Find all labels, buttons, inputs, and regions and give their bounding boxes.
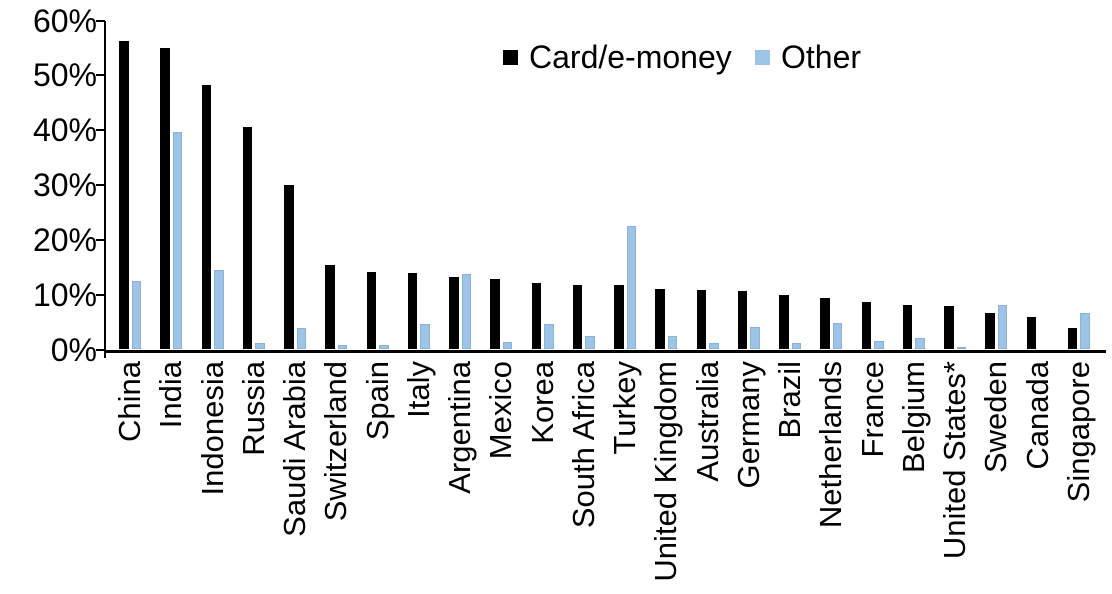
y-axis-tick	[96, 293, 105, 296]
y-axis-tick	[96, 19, 105, 22]
x-axis-line	[104, 349, 1106, 353]
x-axis-category-label: United Kingdom	[648, 361, 684, 582]
legend-swatch-other	[755, 49, 770, 65]
bar-card-e-money	[490, 278, 500, 350]
y-axis-tick-label: 0%	[50, 331, 97, 368]
bar-card-e-money	[985, 313, 995, 350]
bar-other	[214, 269, 224, 350]
bar-other	[296, 327, 307, 350]
y-axis-tick-label: 60%	[32, 2, 97, 39]
y-axis-tick	[96, 74, 105, 77]
x-axis-category-label: Korea	[524, 361, 560, 444]
x-axis-category-label: France	[854, 361, 890, 458]
bar-other	[420, 324, 430, 350]
y-axis-tick-label: 50%	[32, 57, 97, 94]
x-axis-category-label: Switzerland	[318, 361, 354, 522]
y-axis-tick	[96, 184, 105, 186]
bar-other	[337, 344, 348, 350]
y-axis-tick-label: 30%	[32, 167, 97, 203]
bar-other	[172, 131, 183, 350]
x-axis-category-label: China	[112, 361, 147, 442]
y-axis-tick	[96, 348, 105, 351]
legend-item-other: Other	[755, 38, 862, 75]
x-axis-category-label: Italy	[400, 361, 436, 418]
chart-legend: Card/e-money Other	[0, 38, 1112, 75]
x-axis-category-label: Singapore	[1060, 361, 1096, 503]
legend-label-other: Other	[781, 38, 862, 75]
bar-card-e-money	[119, 41, 129, 350]
y-axis-tick-label: 40%	[32, 112, 97, 149]
legend-item-card-e-money: Card/e-money	[503, 38, 732, 75]
bar-other	[956, 347, 967, 350]
x-axis-category-label: Canada	[1019, 361, 1055, 470]
bar-card-e-money	[902, 304, 913, 350]
x-axis-category-label: Saudi Arabia	[277, 361, 313, 537]
x-axis-category-label: Russia	[235, 361, 271, 456]
legend-label-card-e-money: Card/e-money	[529, 38, 732, 75]
bar-card-e-money	[325, 264, 335, 350]
bar-other	[997, 305, 1008, 350]
y-axis-tick	[96, 238, 105, 241]
x-axis-category-label: United States*	[937, 361, 973, 560]
y-axis-tick	[96, 129, 105, 132]
bar-other	[379, 344, 389, 350]
bar-card-e-money	[531, 282, 542, 350]
bar-card-e-money	[820, 297, 830, 350]
bar-other	[502, 341, 513, 350]
bar-card-e-money	[696, 290, 707, 350]
bar-other	[131, 280, 141, 350]
x-axis-category-label: Argentina	[442, 361, 478, 494]
x-axis-category-label: Turkey	[607, 361, 643, 455]
bar-card-e-money	[655, 289, 665, 350]
x-axis-category-label: Brazil	[772, 361, 808, 439]
bar-other	[915, 337, 925, 350]
bar-card-e-money	[572, 285, 583, 350]
x-axis-category-label: Mexico	[483, 361, 519, 460]
bar-card-e-money	[449, 276, 459, 350]
bar-card-e-money	[737, 291, 748, 350]
bar-other	[709, 343, 719, 350]
bar-card-e-money	[779, 294, 789, 350]
bar-card-e-money	[1026, 316, 1037, 350]
bar-other	[585, 335, 595, 350]
x-axis-category-label: South Africa	[565, 361, 601, 529]
bar-other	[1080, 312, 1090, 350]
bar-other	[544, 324, 554, 350]
bar-card-e-money	[160, 47, 170, 350]
bar-other	[255, 342, 265, 350]
legend-swatch-card-e-money	[503, 49, 518, 65]
x-axis-category-label: Germany	[730, 361, 766, 489]
y-axis-line	[104, 20, 106, 358]
bar-card-e-money	[407, 272, 418, 350]
bar-card-e-money	[242, 127, 253, 350]
bar-other	[791, 342, 802, 350]
bar-card-e-money	[284, 185, 294, 350]
y-axis-tick-label: 20%	[32, 221, 97, 258]
x-axis-category-label: Australia	[689, 361, 725, 482]
bar-card-e-money	[1067, 328, 1078, 350]
bar-card-e-money	[201, 85, 212, 350]
bar-other	[626, 225, 637, 350]
bar-card-e-money	[366, 271, 377, 350]
bar-card-e-money	[861, 301, 872, 350]
bar-card-e-money	[614, 285, 624, 350]
x-axis-category-label: India	[153, 361, 189, 429]
x-axis-category-label: Spain	[359, 361, 395, 441]
bar-other	[461, 273, 472, 350]
x-axis-category-label: Netherlands	[813, 361, 849, 529]
y-axis-tick-label: 10%	[32, 276, 97, 313]
bar-other	[667, 336, 678, 350]
bar-card-e-money	[944, 306, 954, 350]
x-axis-category-label: Sweden	[978, 361, 1014, 474]
bar-other	[832, 322, 843, 350]
bar-other	[750, 327, 760, 350]
x-axis-category-label: Indonesia	[194, 361, 230, 496]
x-axis-category-label: Belgium	[895, 361, 931, 473]
bar-other	[874, 341, 884, 350]
